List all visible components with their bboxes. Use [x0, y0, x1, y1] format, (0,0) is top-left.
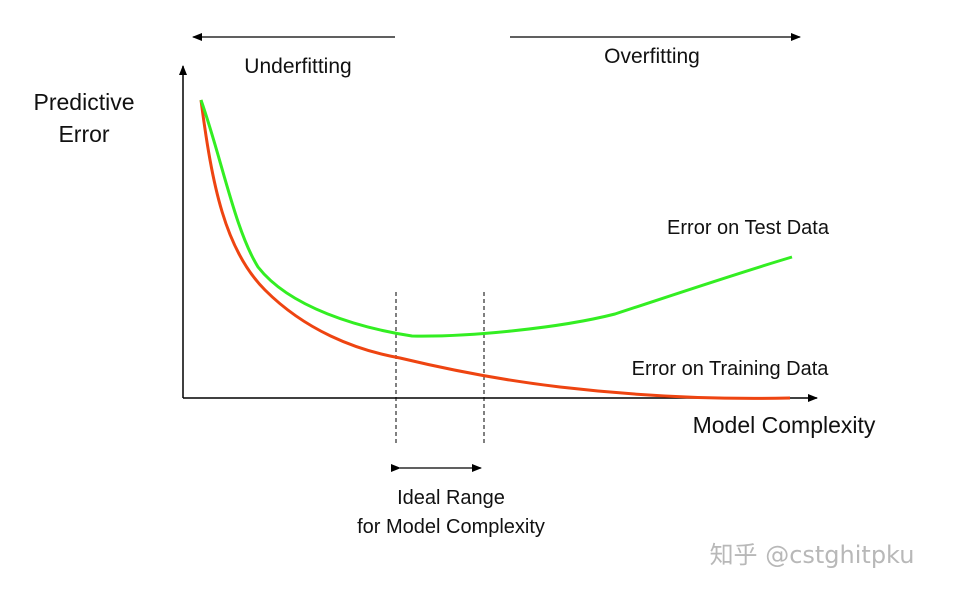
- x-axis-label: Model Complexity: [693, 412, 876, 438]
- ideal-range-label-line1: Ideal Range: [397, 487, 505, 509]
- test-error-curve: [199, 99, 793, 338]
- y-axis-label-line1: Predictive: [34, 89, 135, 115]
- test-curve-label: Error on Test Data: [667, 217, 830, 239]
- ideal-range-label-line2: for Model Complexity: [357, 516, 545, 538]
- underfitting-label: Underfitting: [244, 55, 351, 78]
- y-axis-label-line2: Error: [58, 121, 109, 147]
- training-error-curve: [199, 99, 791, 400]
- overfitting-label: Overfitting: [604, 45, 700, 68]
- training-curve-label: Error on Training Data: [632, 358, 830, 380]
- watermark-text: 知乎 @cstghitpku: [710, 541, 915, 569]
